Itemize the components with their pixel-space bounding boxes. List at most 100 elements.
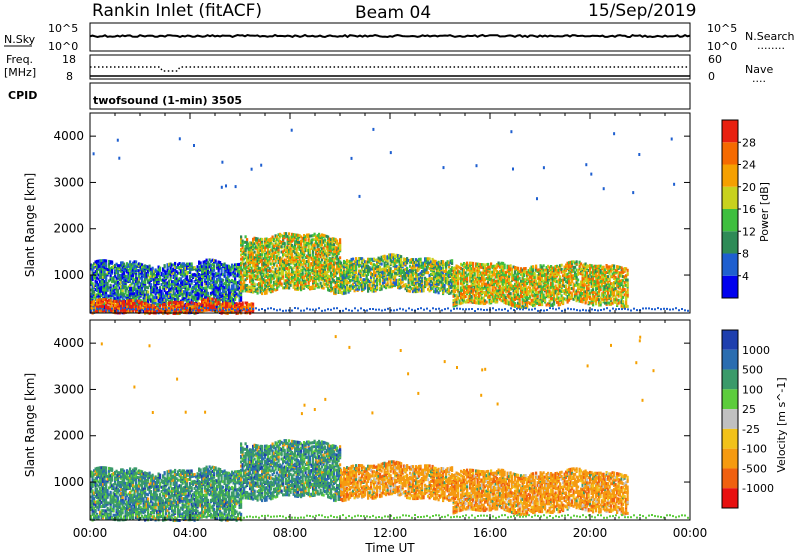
power-scatter-cell xyxy=(264,279,267,283)
power-scatter-cell xyxy=(252,278,255,282)
power-scatter-cell xyxy=(207,264,210,267)
power-scatter-cell xyxy=(243,257,246,261)
power-scatter-cell xyxy=(150,298,153,302)
power-scatter-cell xyxy=(322,279,325,283)
power-scatter-cell xyxy=(232,289,235,293)
power-scatter-cell xyxy=(324,249,327,253)
power-scatter-cell xyxy=(359,277,362,281)
power-scatter-cell xyxy=(295,273,298,277)
power-scatter-cell xyxy=(270,277,273,281)
power-scatter-cell xyxy=(306,267,309,270)
power-scatter-cell xyxy=(307,236,310,240)
power-scatter-cell xyxy=(386,277,389,281)
power-scatter-cell xyxy=(231,296,234,300)
power-scatter-cell xyxy=(94,279,97,283)
power-scatter-cell xyxy=(238,299,241,302)
power-scatter-cell xyxy=(262,268,265,272)
power-scatter-cell xyxy=(330,249,333,253)
power-scatter-cell xyxy=(115,271,118,274)
power-scatter-cell xyxy=(172,282,175,286)
power-scatter-cell xyxy=(307,248,310,252)
power-scatter-cell xyxy=(330,261,333,265)
power-scatter-cell xyxy=(283,236,286,240)
power-scatter-cell xyxy=(313,267,316,271)
power-scatter-cell xyxy=(303,275,306,279)
power-scatter-cell xyxy=(250,255,253,259)
power-scatter-cell xyxy=(334,246,337,250)
power-scatter-cell xyxy=(412,276,415,280)
power-scatter-cell xyxy=(228,294,231,297)
power-scatter-cell xyxy=(279,263,282,267)
power-scatter-cell xyxy=(208,275,211,279)
power-scatter-cell xyxy=(490,262,493,266)
power-scatter-cell xyxy=(129,284,132,287)
power-scatter-cell xyxy=(258,243,261,247)
power-scatter-cell xyxy=(249,253,252,257)
power-scatter-cell xyxy=(286,250,289,254)
power-scatter-cell xyxy=(419,279,422,283)
power-scatter-cell xyxy=(274,280,277,284)
power-scatter-cell xyxy=(410,273,413,277)
power-scatter-cell xyxy=(153,296,156,300)
power-scatter-cell xyxy=(424,264,427,268)
power-scatter-cell xyxy=(219,261,222,264)
power-scatter-cell xyxy=(271,266,274,270)
power-scatter-cell xyxy=(270,273,273,277)
power-scatter-cell xyxy=(93,295,96,299)
power-scatter-cell xyxy=(195,282,198,286)
power-scatter-cell xyxy=(316,273,319,276)
power-scatter-cell xyxy=(322,276,325,280)
power-scatter-cell xyxy=(193,295,196,299)
power-scatter-cell xyxy=(328,288,331,292)
power-scatter-cell xyxy=(325,264,328,268)
power-scatter-cell xyxy=(327,281,330,285)
power-scatter-cell xyxy=(412,287,415,291)
power-scatter-cell xyxy=(136,281,139,285)
power-scatter-cell xyxy=(252,243,255,247)
power-scatter-cell xyxy=(223,293,226,297)
power-scatter-cell xyxy=(94,260,97,264)
power-scatter-cell xyxy=(166,291,169,294)
power-scatter-cell xyxy=(160,298,163,302)
power-scatter-cell xyxy=(321,243,324,247)
power-scatter-cell xyxy=(333,265,336,269)
power-scatter-cell xyxy=(364,278,367,282)
power-scatter-cell xyxy=(409,268,412,272)
power-scatter-cell xyxy=(159,286,162,290)
power-scatter-cell xyxy=(162,285,165,289)
power-scatter-cell xyxy=(253,246,256,250)
power-scatter-cell xyxy=(337,289,340,293)
power-scatter-cell xyxy=(163,282,166,286)
power-scatter-cell xyxy=(132,276,135,280)
power-scatter-cell xyxy=(455,300,458,304)
power-scatter-cell xyxy=(147,286,150,290)
power-scatter-cell xyxy=(271,249,274,253)
power-scatter-cell xyxy=(91,285,94,289)
power-scatter-cell xyxy=(231,271,234,275)
power-scatter-cell xyxy=(389,253,392,257)
power-scatter-cell xyxy=(292,245,295,249)
power-scatter-cell xyxy=(280,274,283,278)
power-scatter-cell xyxy=(141,263,144,267)
power-scatter-cell xyxy=(240,247,243,251)
power-scatter-cell xyxy=(144,278,147,282)
power-scatter-cell xyxy=(301,249,304,253)
power-scatter-cell xyxy=(258,258,261,262)
power-scatter-cell xyxy=(91,282,94,286)
power-scatter-cell xyxy=(394,254,397,258)
power-scatter-cell xyxy=(177,291,180,294)
power-scatter-cell xyxy=(470,295,473,298)
power-scatter-cell xyxy=(220,286,223,290)
power-scatter-cell xyxy=(400,264,403,268)
power-scatter-cell xyxy=(306,285,309,288)
power-scatter-cell xyxy=(289,272,292,276)
power-scatter-cell xyxy=(383,281,386,285)
power-scatter-cell xyxy=(340,290,343,294)
power-scatter-cell xyxy=(228,269,231,272)
power-scatter-cell xyxy=(331,237,334,241)
power-scatter-cell xyxy=(283,252,286,256)
power-scatter-cell xyxy=(135,300,138,304)
power-scatter-cell xyxy=(340,282,343,286)
power-scatter-cell xyxy=(303,285,306,289)
